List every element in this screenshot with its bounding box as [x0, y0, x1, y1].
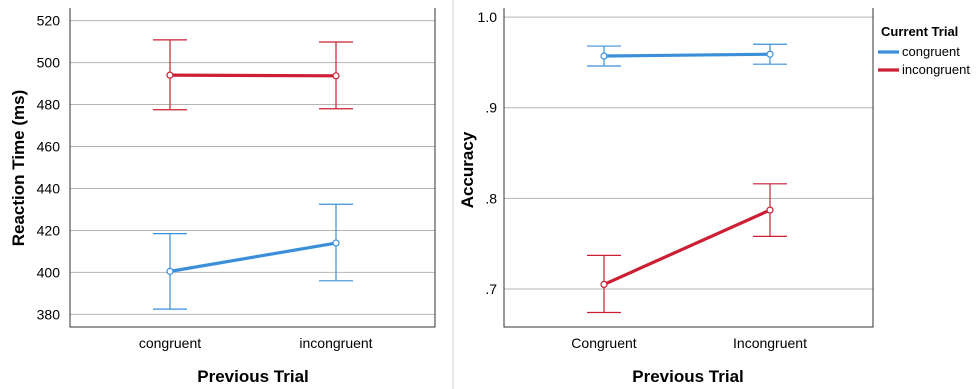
- y-tick-label: 520: [37, 13, 61, 29]
- x-tick-label: Incongruent: [733, 335, 807, 351]
- x-tick-label: Congruent: [571, 335, 636, 351]
- x-axis-title: Previous Trial: [197, 367, 309, 386]
- incongruent-data-point: [332, 72, 340, 80]
- y-tick-label: 440: [37, 180, 61, 196]
- congruent-data-point: [766, 50, 774, 58]
- y-tick-label: 480: [37, 97, 61, 113]
- y-tick-label: .8: [485, 190, 497, 206]
- reaction-time-panel: 380 400 420 440 460 480 500 520 congruent incongr…: [9, 8, 436, 386]
- y-tick-label: 400: [37, 264, 61, 280]
- y-tick-label: 500: [37, 55, 61, 71]
- y-tick-label: 380: [37, 306, 61, 322]
- y-tick-label: 1.0: [478, 9, 498, 25]
- x-tick-label: congruent: [139, 335, 201, 351]
- y-tick-label: 420: [37, 222, 61, 238]
- incongruent-data-point: [600, 280, 608, 289]
- x-axis-title: Previous Trial: [632, 367, 744, 386]
- congruent-data-point: [332, 239, 340, 247]
- legend-title: Current Trial: [881, 24, 958, 39]
- legend-label-incongruent: incongruent: [902, 62, 970, 77]
- x-tick-label: incongruent: [299, 335, 372, 351]
- y-tick-label: .7: [485, 281, 497, 297]
- incongruent-data-point: [166, 71, 174, 79]
- congruent-series-line: [603, 52, 771, 58]
- y-tick-label: 460: [37, 139, 61, 155]
- congruent-data-point: [600, 52, 608, 60]
- plot-frame: [503, 8, 874, 328]
- y-axis-title: Accuracy: [458, 131, 477, 208]
- incongruent-series-line: [169, 73, 337, 78]
- congruent-series-line: [169, 241, 337, 273]
- incongruent-series-line: [603, 208, 771, 286]
- legend-label-congruent: congruent: [902, 44, 960, 59]
- plot-frame: [69, 8, 436, 328]
- accuracy-panel: .7 .8 .9 1.0 Congruent Incongruent Previous Tr…: [458, 8, 874, 386]
- congruent-data-point: [166, 267, 174, 275]
- y-axis-title: Reaction Time (ms): [9, 90, 28, 247]
- y-tick-label: .9: [485, 100, 497, 116]
- legend: Current Trial congruent incongruent: [878, 24, 970, 77]
- incongruent-data-point: [766, 206, 774, 214]
